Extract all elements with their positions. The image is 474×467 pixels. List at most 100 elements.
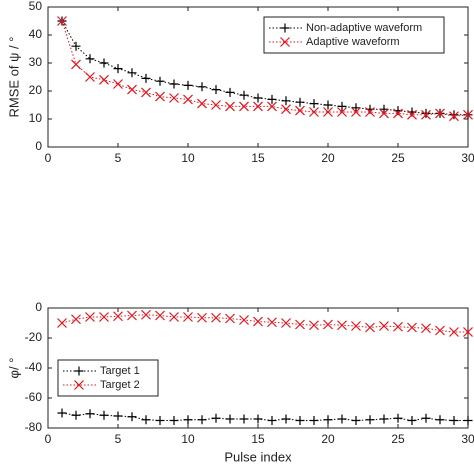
marker [337,320,347,331]
marker [379,104,389,114]
marker [421,323,431,334]
marker [337,101,347,111]
marker [183,80,193,90]
marker [365,322,375,333]
marker [407,322,417,333]
x-tick-label: 20 [321,151,335,165]
marker [127,84,137,95]
y-tick-label: -20 [25,330,43,344]
x-tick-label: 15 [251,432,265,446]
x-tick-label: 0 [45,432,52,446]
x-tick-label: 0 [45,151,52,165]
y-axis-label: φ/ ° [6,358,21,379]
legend-label: Adaptive waveform [306,36,400,48]
marker [379,321,389,331]
marker [309,99,319,109]
marker [211,100,221,110]
series-line [61,20,468,116]
y-tick-label: -60 [25,390,43,404]
x-tick-label: 15 [251,151,265,165]
marker [463,327,473,337]
marker [267,94,277,104]
marker [351,103,361,113]
marker [225,313,235,324]
marker [197,312,207,323]
legend-box [263,16,445,54]
marker [155,416,165,425]
marker [281,414,291,424]
marker [71,314,81,325]
marker [463,109,473,120]
marker [141,73,151,83]
marker [337,414,347,424]
series [57,16,473,120]
x-tick-label: 10 [181,432,195,446]
marker [421,109,431,120]
marker [211,312,221,323]
x-tick-label: 25 [391,151,405,165]
marker [295,105,305,116]
marker [183,94,193,105]
marker [225,414,235,424]
y-tick-label: -40 [25,360,43,374]
marker [169,79,179,89]
marker [393,321,403,332]
marker [85,72,95,82]
marker [421,108,431,118]
marker [85,54,95,64]
marker [99,58,109,68]
marker [57,318,67,328]
marker [407,109,417,120]
marker [197,98,207,109]
marker [280,23,290,33]
marker [323,319,333,330]
x-tick-label: 25 [391,432,405,446]
marker [113,311,123,322]
y-tick-label: 30 [29,55,43,69]
marker [280,37,290,47]
marker [435,325,445,336]
y-tick-label: 10 [29,111,43,125]
marker [365,415,375,425]
marker [225,101,235,112]
marker [74,380,84,390]
marker [449,416,459,425]
marker [435,108,445,119]
y-tick-label: 50 [29,0,43,13]
marker [99,74,109,85]
x-tick-label: 20 [321,432,335,446]
marker [379,414,389,424]
marker [141,415,151,425]
marker [267,416,277,425]
marker [74,366,84,376]
marker [113,64,123,74]
marker [281,104,291,115]
marker [309,320,319,331]
marker [407,416,417,425]
marker [393,108,403,119]
marker [267,317,277,328]
legend-label: Target 2 [100,379,140,391]
series-line [61,20,469,117]
marker [127,68,137,78]
marker [393,413,403,423]
x-tick-label: 10 [181,151,195,165]
marker [309,416,319,425]
marker [127,310,137,321]
marker [449,327,459,337]
y-axis-label: RMSE of ψ / ° [6,37,21,118]
marker [253,101,263,112]
marker [71,59,81,70]
marker [351,107,361,117]
marker [253,316,263,327]
marker [141,309,151,320]
marker [169,416,179,425]
marker [99,312,109,322]
marker [141,87,151,98]
marker [379,108,389,119]
marker [351,416,361,425]
marker [169,312,179,322]
marker [211,413,221,423]
marker [351,321,361,331]
